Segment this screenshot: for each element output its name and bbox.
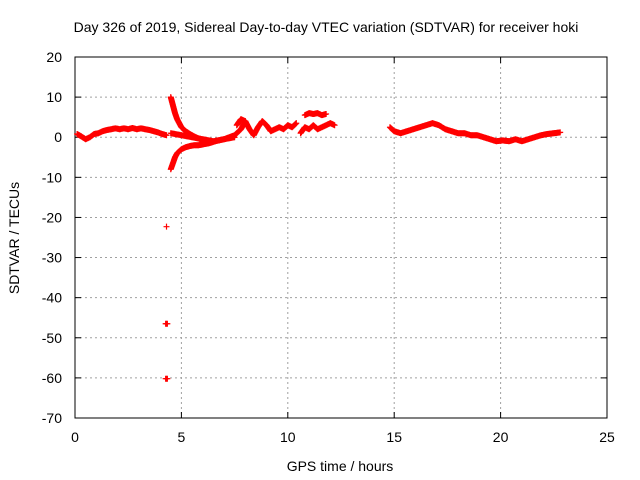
x-tick-label: 20	[493, 429, 509, 445]
grid-lines	[75, 57, 607, 418]
x-axis-label: GPS time / hours	[287, 458, 394, 474]
y-tick-label: -60	[42, 370, 62, 386]
y-tick-label: -40	[42, 290, 62, 306]
y-tick-label: -50	[42, 330, 62, 346]
y-tick-label: 0	[54, 129, 62, 145]
data-point	[323, 110, 330, 117]
y-tick-label: -10	[42, 169, 62, 185]
data-point	[557, 129, 564, 136]
x-axis: 0 5 10 15 20 25	[71, 57, 615, 445]
plot-frame	[74, 56, 608, 419]
y-tick-label: 10	[46, 89, 62, 105]
outlier-point	[164, 375, 171, 382]
x-tick-label: 10	[280, 429, 296, 445]
data-points	[74, 94, 564, 382]
data-point	[331, 122, 338, 129]
y-tick-label: -20	[42, 209, 62, 225]
data-point	[163, 132, 170, 139]
y-axis: 20 10 0 -10 -20 -30 -40 -50 -60 -70	[42, 49, 607, 426]
x-tick-label: 5	[178, 429, 186, 445]
y-tick-label: -70	[42, 410, 62, 426]
y-tick-label: -30	[42, 250, 62, 266]
y-tick-label: 20	[46, 49, 62, 65]
chart-title: Day 326 of 2019, Sidereal Day-to-day VTE…	[74, 19, 579, 35]
x-tick-label: 0	[71, 429, 79, 445]
x-tick-label: 25	[599, 429, 615, 445]
outlier-point	[164, 320, 171, 327]
outlier-point	[163, 223, 170, 230]
y-axis-label: SDTVAR / TECUs	[6, 182, 22, 294]
x-tick-label: 15	[386, 429, 402, 445]
data-point	[293, 120, 300, 127]
